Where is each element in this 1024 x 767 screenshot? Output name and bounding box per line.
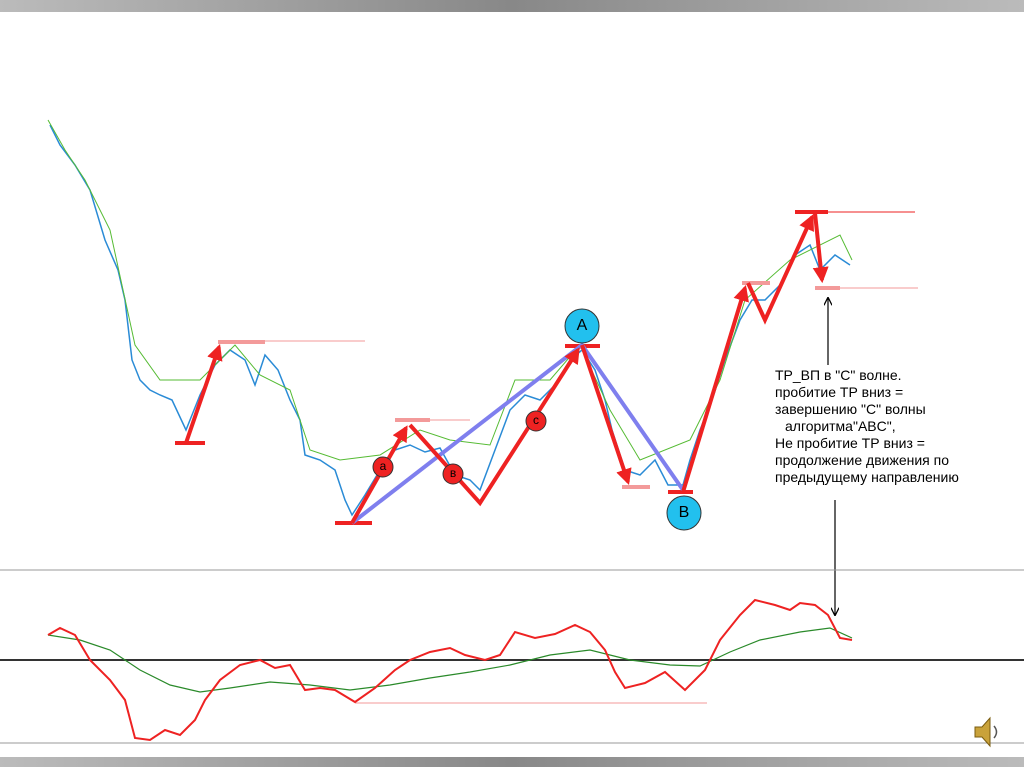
- bottom-bar: [0, 757, 1024, 767]
- wave-label: a: [380, 459, 387, 473]
- wave-label: c: [533, 413, 539, 427]
- note-line: пробитие ТР вниз =: [775, 384, 903, 400]
- note-line: ТР_ВП в "С" волне.: [775, 367, 902, 383]
- note-line: алгоритма"ABC",: [785, 418, 896, 434]
- levels: [175, 210, 918, 525]
- speaker-icon: [974, 716, 998, 748]
- oscillator-line: [47, 598, 853, 742]
- note: ТР_ВП в "С" волне.пробитие ТР вниз =заве…: [775, 367, 959, 485]
- label-circle: [525, 410, 547, 432]
- label-circle: [442, 463, 464, 485]
- top-bar: [0, 0, 1024, 12]
- wave-label: в: [450, 466, 456, 480]
- wave-arrows: [184, 212, 829, 524]
- note-line: Не пробитие ТР вниз =: [775, 435, 925, 451]
- wave-label: A: [577, 317, 588, 334]
- signal-line: [47, 627, 853, 693]
- note-line: продолжение движения по: [775, 452, 949, 468]
- note-line: завершению "С" волны: [775, 401, 926, 417]
- note-line: предыдущему направлению: [775, 469, 959, 485]
- wave-label: B: [679, 504, 690, 521]
- price-line: [49, 124, 851, 517]
- label-circle: [564, 308, 600, 344]
- price-highs: [47, 119, 853, 461]
- label-circle: [372, 456, 394, 478]
- label-circle: [666, 495, 702, 531]
